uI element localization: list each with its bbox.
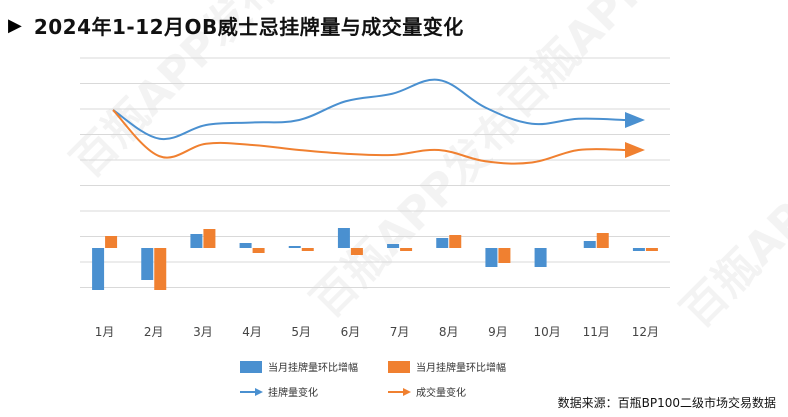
- x-tick-label: 8月: [439, 325, 459, 339]
- deal-mom-bar: [449, 235, 462, 248]
- x-tick-label: 7月: [390, 325, 410, 339]
- bar-layer: [92, 228, 658, 290]
- listing-mom-bar: [583, 241, 596, 248]
- x-tick-label: 2月: [144, 325, 164, 339]
- x-tick-label: 12月: [632, 325, 659, 339]
- legend-label: 挂牌量变化: [268, 386, 318, 399]
- deal-mom-bar: [203, 229, 216, 248]
- x-tick-label: 6月: [341, 325, 361, 339]
- watermark-text-1: 百瓶APP发布: [302, 98, 532, 328]
- x-tick-label: 11月: [583, 325, 610, 339]
- x-tick-label: 9月: [488, 325, 508, 339]
- deal-mom-bar: [301, 248, 314, 251]
- x-tick-label: 4月: [242, 325, 262, 339]
- legend-arrow-icon: [255, 388, 263, 396]
- listing-arrow-head: [625, 112, 645, 128]
- listing-mom-bar: [387, 244, 400, 248]
- deal-mom-bar: [596, 233, 609, 248]
- listing-mom-bar: [632, 248, 645, 251]
- legend-label: 当月挂牌量环比增幅: [416, 361, 506, 374]
- x-axis-ticks: 1月 2月 3月 4月 5月 6月 7月 8月 9月 10月 11月 12月: [95, 325, 659, 339]
- x-tick-label: 3月: [193, 325, 213, 339]
- gridlines: [80, 57, 670, 288]
- legend-label: 当月挂牌量环比增幅: [268, 361, 358, 374]
- listing-mom-bar: [190, 234, 203, 248]
- legend-swatch: [240, 361, 262, 373]
- deal-arrow-head: [625, 142, 645, 158]
- listing-mom-bar: [534, 248, 547, 267]
- listing-mom-bar: [436, 238, 449, 248]
- chart-title-bar: ▶ 2024年1-12月OB威士忌挂牌量与成交量变化: [8, 10, 464, 40]
- deal-mom-bar: [350, 248, 363, 255]
- deal-mom-bar: [252, 248, 265, 253]
- data-source-note: 数据来源：百瓶BP100二级市场交易数据: [557, 396, 776, 410]
- listing-mom-bar: [239, 243, 252, 248]
- legend-label: 成交量变化: [416, 386, 466, 399]
- deal-mom-bar: [498, 248, 511, 263]
- listing-mom-bar: [337, 228, 350, 248]
- listing-mom-bar: [141, 248, 154, 280]
- title-marker-icon: ▶: [8, 14, 22, 36]
- legend-arrow-icon: [403, 388, 411, 396]
- legend-swatch: [388, 361, 410, 373]
- x-tick-label: 5月: [291, 325, 311, 339]
- listing-trend-line: [112, 78, 626, 141]
- x-tick-label: 10月: [533, 325, 560, 339]
- listing-mom-bar: [485, 248, 498, 267]
- line-layer: [112, 78, 645, 165]
- watermark-text-3: 百瓶APP发布: [672, 108, 788, 338]
- deal-mom-bar: [400, 248, 413, 251]
- listing-mom-bar: [92, 248, 105, 290]
- deal-mom-bar: [105, 236, 118, 248]
- chart-title: 2024年1-12月OB威士忌挂牌量与成交量变化: [33, 14, 464, 39]
- x-tick-label: 1月: [95, 325, 115, 339]
- deal-mom-bar: [154, 248, 167, 290]
- listing-mom-bar: [288, 246, 301, 248]
- deal-trend-line: [112, 109, 626, 165]
- deal-mom-bar: [645, 248, 658, 251]
